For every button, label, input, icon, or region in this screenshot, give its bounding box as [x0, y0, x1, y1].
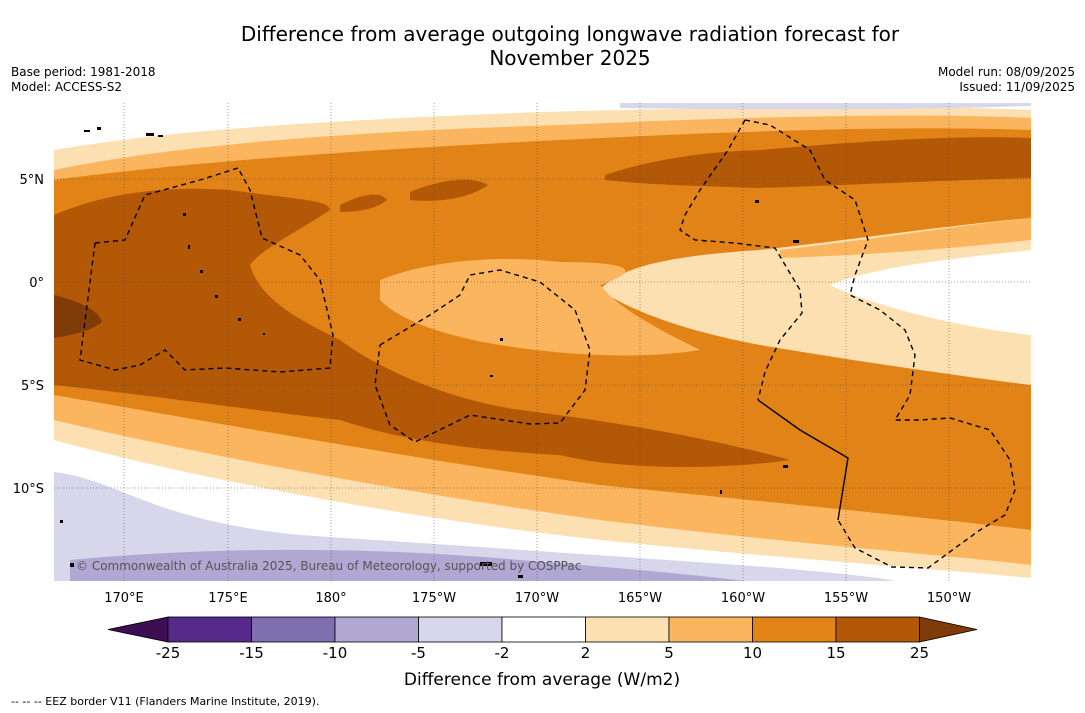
graticule [54, 103, 1031, 581]
lon-label-165w: 165°W [618, 591, 662, 606]
band-15-25-north-b [410, 179, 488, 201]
legend-colorbar [107, 616, 978, 643]
legend-tick-2: 2 [581, 644, 591, 662]
legend-swatch-8 [752, 616, 837, 643]
legend-arrow-high [919, 616, 978, 643]
title-line-2: November 2025 [489, 46, 651, 70]
map-title: Difference from average outgoing longwav… [0, 22, 1085, 70]
model-run: Model run: 08/09/2025 [937, 65, 1075, 79]
lon-label-175w: 175°W [412, 591, 456, 606]
legend-swatch-7 [668, 616, 753, 643]
legend-tick-neg5: -5 [411, 644, 426, 662]
legend-swatch-3 [334, 616, 419, 643]
band-2-5-equatorial [600, 218, 1031, 385]
legend-tick-15: 15 [826, 644, 845, 662]
legend-swatch-9 [835, 616, 920, 643]
band-5-10-east [780, 218, 1031, 258]
lon-label-180: 180° [315, 591, 346, 606]
model-name: Model: ACCESS-S2 [11, 80, 123, 94]
eez-footnote: -- -- -- EEZ border V11 (Flanders Marine… [11, 695, 320, 708]
lon-label-160w: 160°W [721, 591, 765, 606]
legend-swatch-1 [167, 616, 252, 643]
base-period: Base period: 1981-2018 [11, 65, 156, 79]
band-5-10-central [380, 259, 700, 356]
meta-left: Base period: 1981-2018 Model: ACCESS-S2 [11, 65, 156, 95]
lon-label-170e: 170°E [104, 591, 144, 606]
band-neg5-neg2-north [620, 103, 1031, 110]
issued-date: Issued: 11/09/2025 [959, 80, 1075, 94]
meta-right: Model run: 08/09/2025 Issued: 11/09/2025 [938, 65, 1075, 95]
lat-label-5s: 5°S [21, 379, 44, 394]
band-neg2-2-equatorial [830, 250, 1031, 335]
legend-swatch-4 [418, 616, 503, 643]
legend-arrow-low [107, 616, 169, 643]
lon-label-170w: 170°W [515, 591, 559, 606]
title-line-1: Difference from average outgoing longwav… [240, 22, 900, 46]
lon-label-155w: 155°W [824, 591, 868, 606]
legend-tick-neg2: -2 [495, 644, 510, 662]
band-15-25-north-a [340, 194, 387, 212]
eez-borders [79, 119, 1016, 569]
lat-label-10s: 10°S [13, 482, 44, 497]
legend-tick-neg10: -10 [323, 644, 348, 662]
legend-swatch-5 [501, 616, 586, 643]
legend-swatch-6 [585, 616, 670, 643]
band-neg10-neg5 [70, 549, 745, 581]
lon-label-150w: 150°W [927, 591, 971, 606]
copyright-text: © Commonwealth of Australia 2025, Bureau… [76, 559, 581, 573]
anomaly-field [54, 103, 1031, 581]
legend-tick-5: 5 [664, 644, 674, 662]
legend-tick-10: 10 [743, 644, 762, 662]
lat-label-0: 0° [29, 276, 44, 291]
legend-tick-neg15: -15 [239, 644, 264, 662]
legend-tick-25: 25 [910, 644, 929, 662]
legend-tick-neg25: -25 [156, 644, 181, 662]
legend-swatch-2 [251, 616, 336, 643]
band-15-25-west [54, 188, 790, 467]
lat-label-5n: 5°N [20, 173, 45, 188]
band-15-25-northeast [605, 137, 1031, 188]
lon-label-175e: 175°E [208, 591, 248, 606]
island-coastlines [60, 127, 799, 578]
legend-title: Difference from average (W/m2) [404, 670, 680, 690]
band-25-plus [54, 295, 102, 338]
